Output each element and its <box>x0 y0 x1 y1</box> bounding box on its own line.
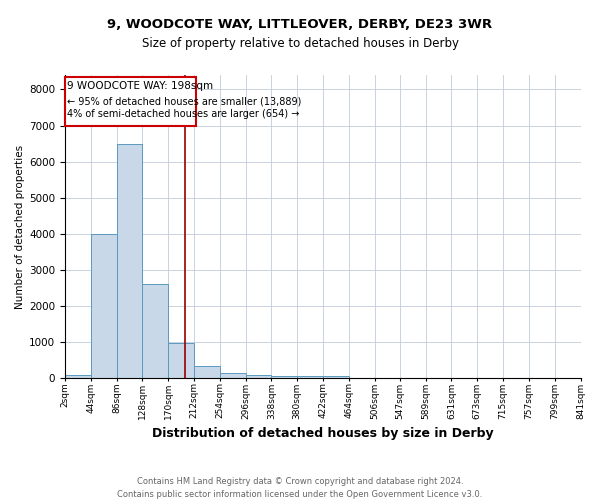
Bar <box>271 376 297 378</box>
Text: Size of property relative to detached houses in Derby: Size of property relative to detached ho… <box>142 38 458 51</box>
Bar <box>323 376 349 378</box>
Text: ← 95% of detached houses are smaller (13,889): ← 95% of detached houses are smaller (13… <box>67 96 302 106</box>
Text: 4% of semi-detached houses are larger (654) →: 4% of semi-detached houses are larger (6… <box>67 110 300 120</box>
Bar <box>142 284 168 378</box>
Bar <box>194 366 220 378</box>
Text: 9, WOODCOTE WAY, LITTLEOVER, DERBY, DE23 3WR: 9, WOODCOTE WAY, LITTLEOVER, DERBY, DE23… <box>107 18 493 30</box>
Text: 9 WOODCOTE WAY: 198sqm: 9 WOODCOTE WAY: 198sqm <box>67 82 214 92</box>
Bar <box>297 376 323 378</box>
Bar <box>65 77 196 126</box>
Bar <box>245 375 271 378</box>
Y-axis label: Number of detached properties: Number of detached properties <box>15 144 25 308</box>
Text: Contains public sector information licensed under the Open Government Licence v3: Contains public sector information licen… <box>118 490 482 499</box>
Bar <box>65 375 91 378</box>
Bar <box>91 234 116 378</box>
Bar <box>220 374 245 378</box>
Bar <box>116 144 142 378</box>
Bar <box>168 343 194 378</box>
Text: Contains HM Land Registry data © Crown copyright and database right 2024.: Contains HM Land Registry data © Crown c… <box>137 478 463 486</box>
X-axis label: Distribution of detached houses by size in Derby: Distribution of detached houses by size … <box>152 427 494 440</box>
